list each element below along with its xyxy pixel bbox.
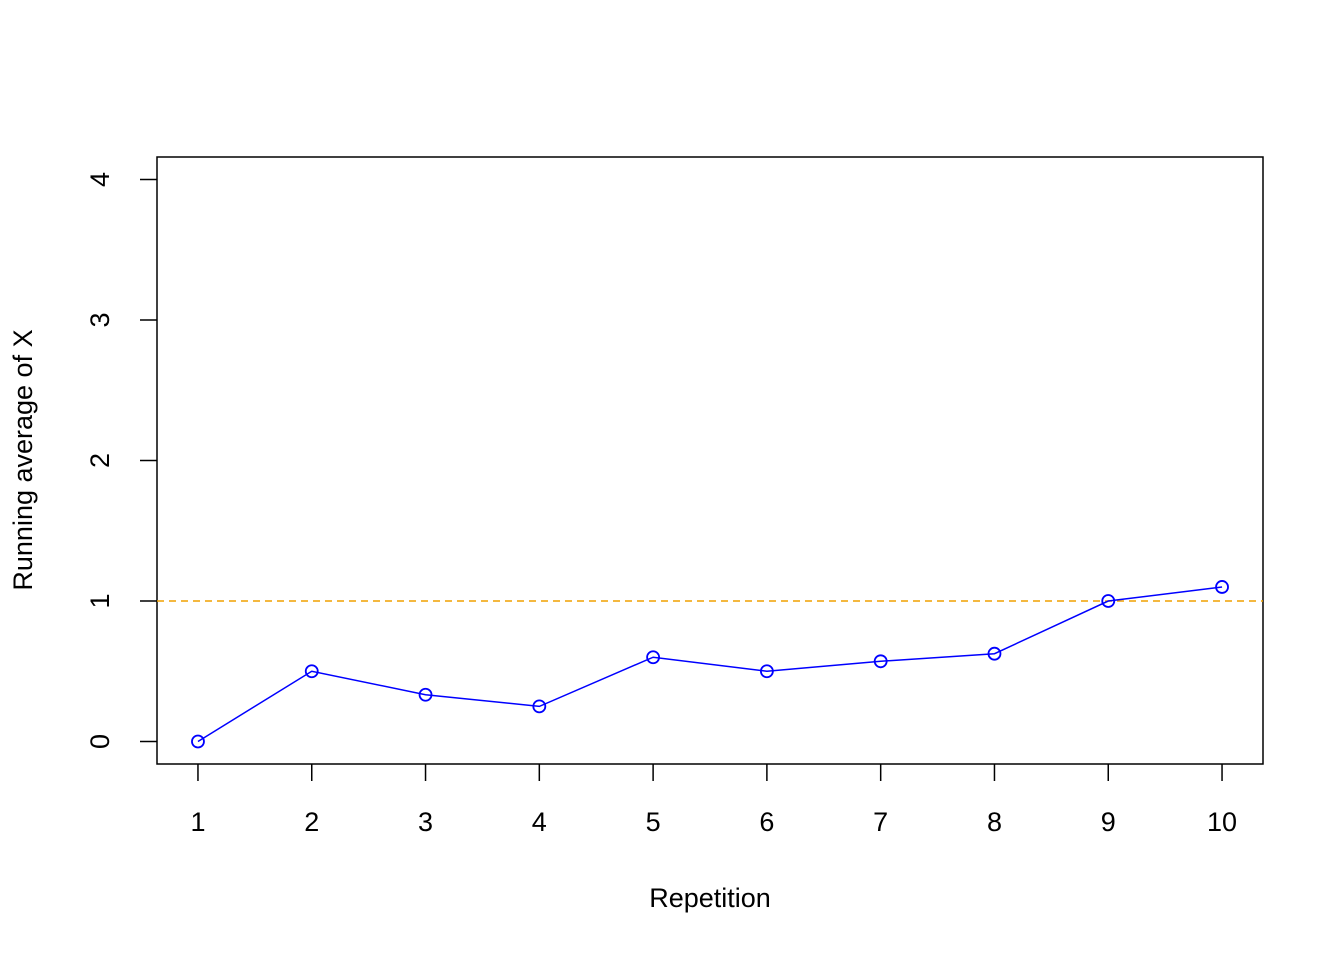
x-tick-label: 2 <box>304 807 319 837</box>
point <box>418 687 433 702</box>
y-tick-label: 4 <box>85 172 115 187</box>
x-tick-label: 10 <box>1207 807 1237 837</box>
y-tick-label: 3 <box>85 312 115 327</box>
point <box>646 650 661 665</box>
y-axis-title: Running average of X <box>8 329 38 590</box>
point <box>1101 594 1116 608</box>
x-tick-label: 3 <box>418 807 433 837</box>
x-axis-title: Repetition <box>649 883 771 913</box>
point <box>987 646 1002 661</box>
point <box>873 654 888 669</box>
y-tick-label: 0 <box>85 734 115 749</box>
x-tick-label: 9 <box>1101 807 1116 837</box>
x-tick-label: 1 <box>190 807 205 837</box>
y-tick-label: 2 <box>85 453 115 468</box>
x-tick-label: 8 <box>987 807 1002 837</box>
x-tick-label: 5 <box>646 807 661 837</box>
y-tick-label: 1 <box>85 593 115 608</box>
point <box>304 664 319 679</box>
point <box>532 699 547 714</box>
series-line <box>197 586 1223 743</box>
point <box>191 734 205 749</box>
point <box>759 664 774 679</box>
x-tick-label: 6 <box>759 807 774 837</box>
x-tick-label: 4 <box>532 807 547 837</box>
point <box>1215 580 1229 594</box>
x-tick-label: 7 <box>873 807 888 837</box>
